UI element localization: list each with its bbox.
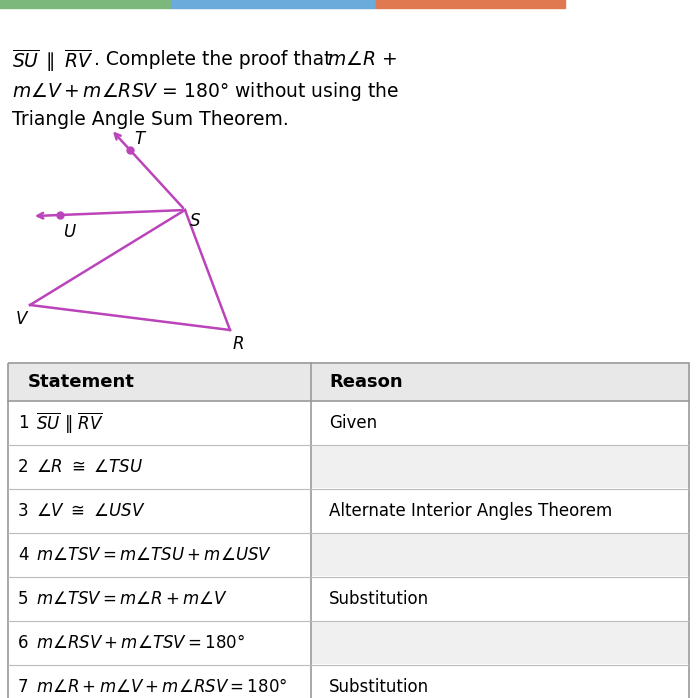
Text: S: S	[190, 212, 201, 230]
Text: Alternate Interior Angles Theorem: Alternate Interior Angles Theorem	[329, 502, 612, 520]
Text: Substitution: Substitution	[329, 678, 429, 696]
Text: R: R	[233, 335, 245, 353]
Bar	[376, 0, 565, 8]
Bar	[312, 622, 688, 664]
Text: U: U	[63, 223, 75, 241]
Bar	[0, 0, 171, 8]
Text: $\angle V\ \cong\ \angle USV$: $\angle V\ \cong\ \angle USV$	[36, 502, 146, 520]
Text: $\parallel$: $\parallel$	[42, 50, 54, 73]
Text: 3: 3	[18, 502, 29, 520]
Text: 1: 1	[18, 414, 29, 432]
Text: 7: 7	[18, 678, 29, 696]
Text: 2: 2	[18, 458, 29, 476]
Text: $\overline{SU}\ \|\ \overline{RV}$: $\overline{SU}\ \|\ \overline{RV}$	[36, 410, 104, 436]
Text: $m\angle TSV = m\angle TSU + m\angle USV$: $m\angle TSV = m\angle TSU + m\angle USV…	[36, 546, 272, 564]
Text: 6: 6	[18, 634, 29, 652]
Bar	[8, 363, 689, 698]
Text: $m\angle RSV + m\angle TSV = 180°$: $m\angle RSV + m\angle TSV = 180°$	[36, 634, 245, 652]
Bar	[8, 363, 689, 401]
Text: $m\angle TSV = m\angle R + m\angle V$: $m\angle TSV = m\angle R + m\angle V$	[36, 590, 228, 608]
Text: $\angle R\ \cong\ \angle TSU$: $\angle R\ \cong\ \angle TSU$	[36, 458, 143, 476]
Text: Given: Given	[329, 414, 377, 432]
Text: $\overline{SU}$: $\overline{SU}$	[12, 50, 40, 72]
Text: V: V	[15, 310, 27, 328]
Text: . Complete the proof that: . Complete the proof that	[94, 50, 337, 69]
Bar	[312, 534, 688, 576]
Text: T: T	[134, 130, 144, 148]
Text: Triangle Angle Sum Theorem.: Triangle Angle Sum Theorem.	[12, 110, 289, 129]
Bar	[312, 446, 688, 488]
Text: Substitution: Substitution	[329, 590, 429, 608]
Text: Reason: Reason	[329, 373, 403, 391]
Text: 4: 4	[18, 546, 29, 564]
Text: Statement: Statement	[28, 373, 135, 391]
Text: $m\angle R$ +: $m\angle R$ +	[327, 50, 397, 69]
Bar	[171, 0, 376, 8]
Text: $m\angle V + m\angle RSV$ = 180° without using the: $m\angle V + m\angle RSV$ = 180° without…	[12, 80, 399, 103]
Text: $\overline{RV}$: $\overline{RV}$	[64, 50, 93, 72]
Text: $m\angle R + m\angle V + m\angle RSV = 180°$: $m\angle R + m\angle V + m\angle RSV = 1…	[36, 678, 287, 696]
Text: 5: 5	[18, 590, 29, 608]
